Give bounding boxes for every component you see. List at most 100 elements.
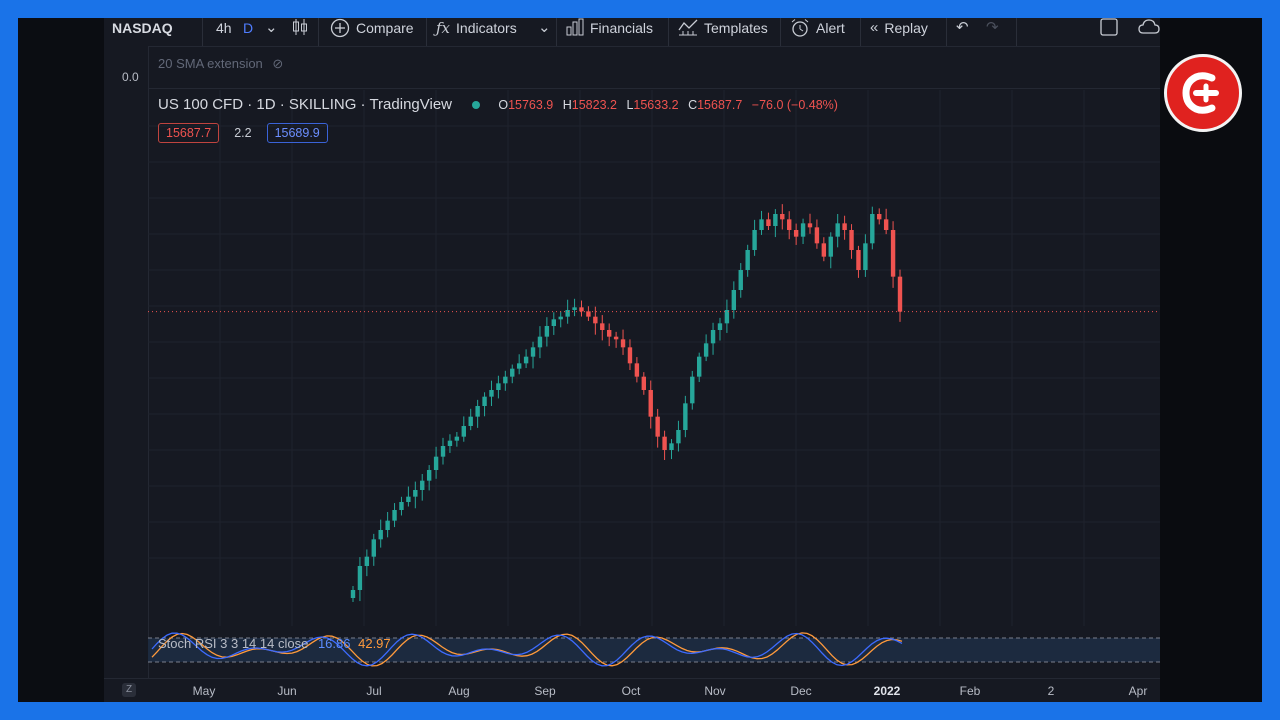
candle bbox=[690, 370, 695, 410]
templates-button[interactable]: Templates bbox=[678, 18, 768, 46]
interval-4h-label: 4h bbox=[216, 20, 232, 36]
candle bbox=[787, 211, 792, 240]
candle bbox=[793, 223, 799, 245]
candle bbox=[856, 245, 861, 278]
chevron-down-icon: ⌄ bbox=[265, 19, 278, 36]
candle bbox=[703, 334, 709, 362]
chevron-down-icon: ⌄ bbox=[538, 19, 551, 36]
financials-button[interactable]: Financials bbox=[566, 18, 653, 46]
time-tick: Apr bbox=[1128, 684, 1148, 698]
candle bbox=[420, 474, 425, 501]
sma-extension-label[interactable]: 20 SMA extension ⊘ bbox=[158, 56, 284, 71]
time-tick: May bbox=[192, 684, 216, 698]
undo-button[interactable]: ↶ bbox=[956, 18, 969, 46]
alert-label: Alert bbox=[816, 20, 845, 36]
sell-button[interactable]: 15687.7 bbox=[158, 123, 220, 143]
interval-4h[interactable]: 4h bbox=[216, 18, 232, 46]
legend-title: US 100 CFD · 1D · SKILLING · TradingView bbox=[158, 96, 452, 113]
stoch-rsi-legend: Stoch RSI 3 3 14 14 close 16.86 42.97 bbox=[158, 636, 391, 651]
stoch-rsi-pane[interactable] bbox=[148, 626, 1160, 678]
candle bbox=[807, 213, 813, 234]
candle bbox=[371, 533, 376, 566]
redo-button[interactable]: ↷ bbox=[986, 18, 999, 46]
candle bbox=[461, 416, 466, 442]
chart-type-button[interactable] bbox=[292, 18, 308, 46]
buy-button[interactable]: 15689.9 bbox=[266, 123, 328, 143]
time-tick: Sep bbox=[534, 684, 556, 698]
ohlc-values: O15763.9 H15823.2 L15633.2 C15687.7 −76.… bbox=[498, 98, 838, 112]
candle bbox=[537, 326, 543, 359]
time-tick: Aug bbox=[448, 684, 470, 698]
candle bbox=[426, 465, 432, 491]
candle bbox=[773, 209, 778, 238]
square-icon bbox=[1100, 18, 1118, 36]
indicators-button[interactable]: ƒx Indicators bbox=[436, 18, 517, 46]
candle bbox=[745, 244, 750, 277]
candle bbox=[883, 208, 889, 235]
indicators-dropdown[interactable]: ⌄ bbox=[538, 18, 551, 46]
time-axis[interactable]: Z May Jun Jul Aug Sep Oct Nov Dec 2022 Feb 2 Apr bbox=[104, 678, 1160, 702]
interval-d[interactable]: D bbox=[243, 18, 253, 46]
candle bbox=[676, 420, 681, 452]
candle bbox=[634, 357, 640, 383]
spread-value: 2.2 bbox=[234, 126, 252, 140]
candle bbox=[724, 299, 730, 333]
eye-crossed-icon[interactable]: ⊘ bbox=[272, 56, 284, 71]
bar-chart-icon bbox=[566, 18, 584, 36]
candle bbox=[752, 219, 757, 256]
brand-logo bbox=[1164, 54, 1242, 132]
candle bbox=[890, 221, 896, 288]
candle bbox=[385, 512, 390, 538]
cloud-save-button[interactable] bbox=[1138, 18, 1160, 46]
layout-button[interactable] bbox=[1100, 18, 1118, 46]
candle bbox=[475, 399, 480, 428]
candle bbox=[766, 212, 771, 230]
candle bbox=[530, 341, 536, 369]
candle bbox=[489, 380, 494, 406]
time-tick: Feb bbox=[959, 684, 981, 698]
candle bbox=[468, 408, 473, 431]
candle bbox=[433, 446, 439, 479]
candle bbox=[378, 519, 383, 548]
candle bbox=[662, 430, 667, 460]
replay-label: Replay bbox=[884, 20, 928, 36]
e-logo-icon bbox=[1182, 72, 1219, 114]
candle bbox=[392, 503, 397, 528]
alarm-clock-icon bbox=[791, 19, 809, 37]
candle bbox=[454, 432, 460, 447]
candle bbox=[877, 208, 882, 225]
candle bbox=[731, 281, 737, 319]
market-open-indicator bbox=[472, 101, 481, 110]
time-tick: Nov bbox=[704, 684, 726, 698]
interval-dropdown[interactable]: ⌄ bbox=[265, 18, 278, 46]
time-tick: Oct bbox=[621, 684, 641, 698]
time-tick: 2 bbox=[1047, 684, 1055, 698]
candle bbox=[738, 263, 743, 298]
candles-icon bbox=[293, 19, 307, 35]
candle bbox=[406, 486, 411, 507]
tradingview-app: NASDAQ 4h D ⌄ Compare ƒx Indi bbox=[104, 18, 1160, 702]
candle bbox=[627, 339, 633, 370]
candle bbox=[870, 206, 875, 250]
candle bbox=[759, 210, 764, 235]
replay-button[interactable]: « Replay bbox=[870, 18, 928, 46]
candle bbox=[669, 439, 674, 460]
candle bbox=[593, 306, 598, 335]
top-toolbar: NASDAQ 4h D ⌄ Compare ƒx Indi bbox=[104, 18, 1160, 47]
candle bbox=[544, 317, 550, 347]
price-chart[interactable] bbox=[148, 90, 1160, 626]
indicators-label: Indicators bbox=[456, 20, 517, 36]
candle bbox=[413, 481, 418, 509]
alert-button[interactable]: Alert bbox=[790, 18, 845, 46]
candle bbox=[849, 224, 854, 259]
z-button[interactable]: Z bbox=[122, 683, 136, 697]
function-icon: ƒx bbox=[436, 19, 451, 37]
compare-button[interactable]: Compare bbox=[330, 18, 414, 46]
symbol-search[interactable]: NASDAQ bbox=[112, 18, 173, 46]
interval-d-label: D bbox=[243, 20, 254, 36]
candle bbox=[814, 219, 820, 249]
plus-circle-icon bbox=[330, 18, 350, 38]
time-tick: Jul bbox=[366, 684, 382, 698]
candle bbox=[641, 372, 647, 395]
candle bbox=[551, 312, 556, 335]
